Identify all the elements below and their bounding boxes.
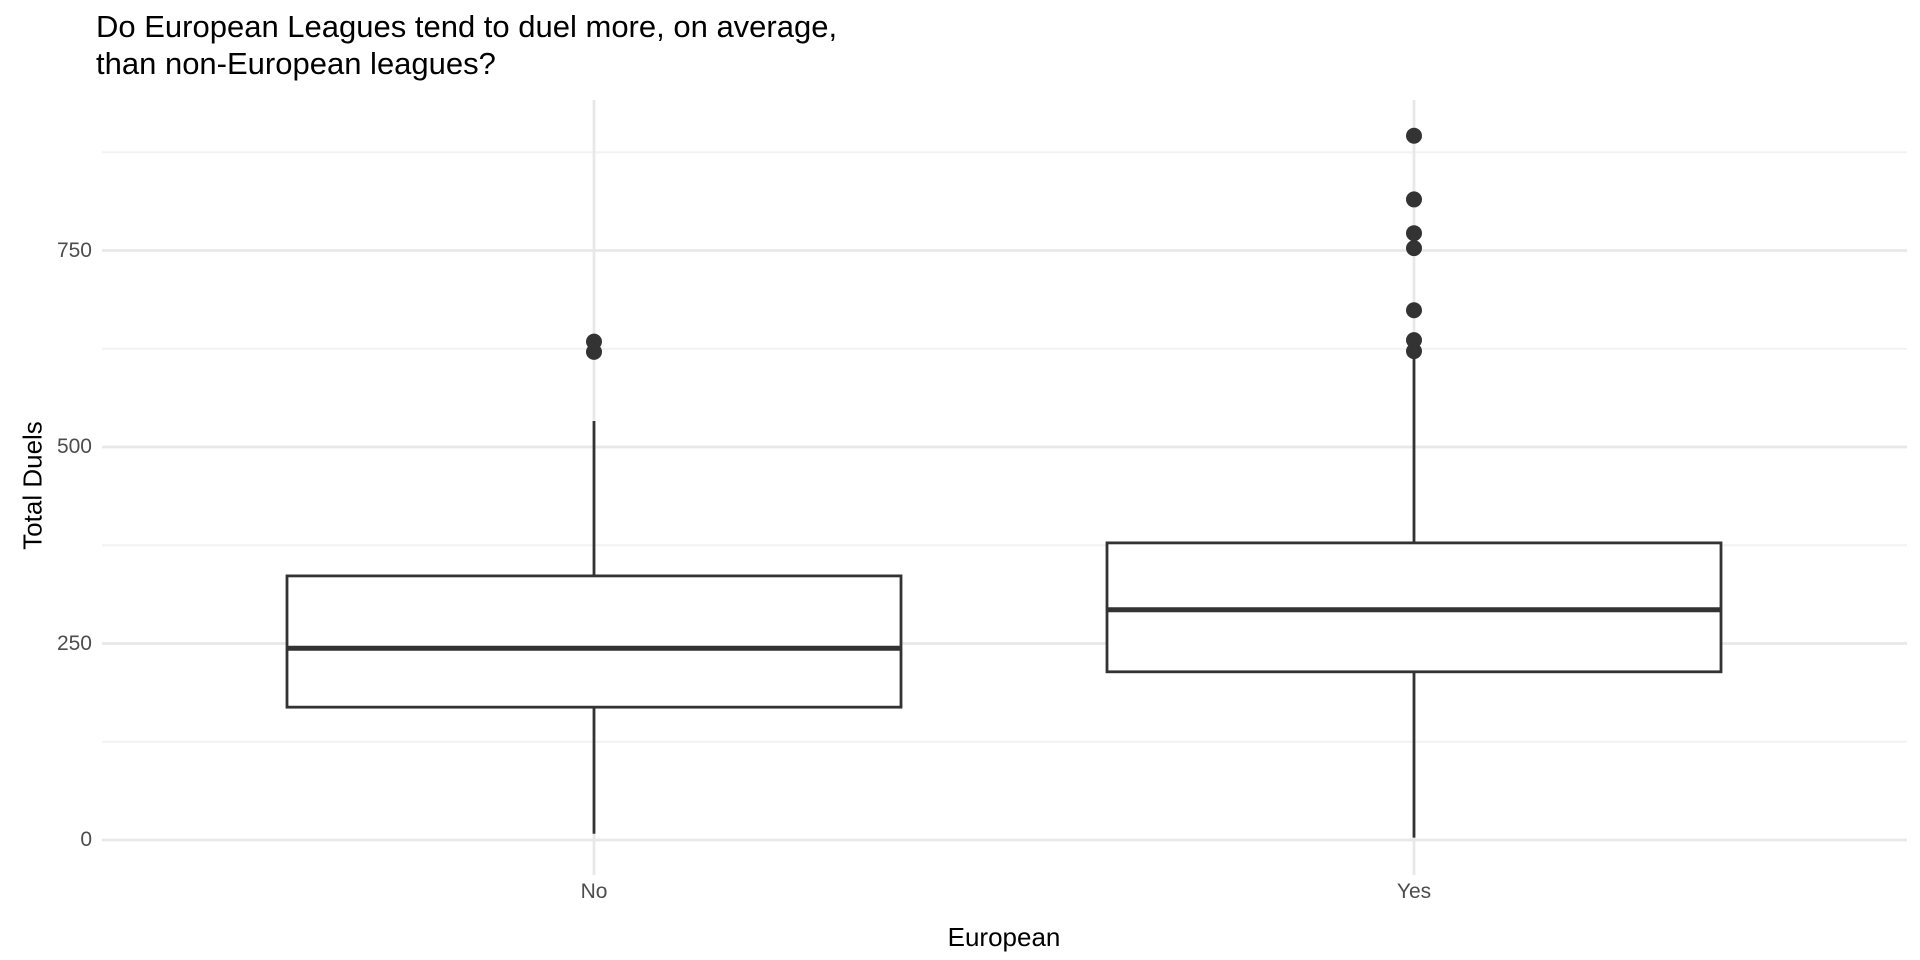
- outlier-point-yes-6: [1406, 343, 1422, 360]
- outlier-point-yes-4: [1406, 302, 1422, 319]
- outlier-point-yes-0: [1406, 127, 1422, 144]
- outlier-point-yes-2: [1406, 225, 1422, 242]
- x-axis-title: European: [947, 922, 1061, 952]
- plot-title: Do European Leagues tend to duel more, o…: [96, 8, 837, 82]
- outlier-point-yes-1: [1406, 191, 1422, 208]
- outlier-point-yes-5: [1406, 332, 1422, 349]
- iqr-box-no: [285, 574, 903, 709]
- plot-title-line2: than non-European leagues?: [96, 46, 496, 81]
- outlier-point-yes-3: [1406, 240, 1422, 257]
- x-category-label-yes: Yes: [1396, 880, 1432, 903]
- plot-title-line1: Do European Leagues tend to duel more, o…: [96, 9, 838, 44]
- y-tick-label-500: 500: [56, 435, 92, 458]
- y-tick-label-750: 750: [56, 239, 92, 262]
- x-category-label-no: No: [580, 880, 608, 903]
- y-axis-title: Total Duels: [17, 421, 48, 550]
- y-tick-label-250: 250: [56, 632, 92, 655]
- y-tick-label-0: 0: [80, 828, 92, 851]
- outlier-point-no-1: [586, 343, 602, 360]
